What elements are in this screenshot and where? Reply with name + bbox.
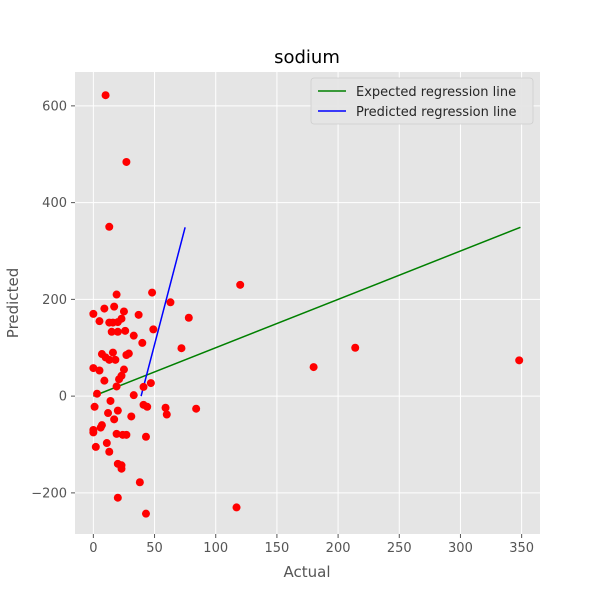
- data-point: [134, 310, 143, 319]
- x-tick-label: 200: [326, 541, 351, 556]
- data-point: [112, 382, 121, 391]
- data-point: [143, 402, 152, 411]
- data-point: [105, 222, 114, 231]
- data-point: [192, 404, 201, 413]
- legend-label-expected: Expected regression line: [356, 85, 516, 100]
- data-point: [100, 376, 109, 385]
- data-point: [177, 344, 186, 353]
- y-tick-label: 400: [42, 196, 67, 211]
- plot-area: [75, 72, 540, 534]
- data-point: [110, 415, 119, 424]
- data-point: [351, 343, 360, 352]
- chart-title: sodium: [274, 47, 340, 68]
- legend-box: [310, 77, 534, 125]
- data-point: [141, 509, 150, 518]
- data-point: [112, 429, 121, 438]
- data-point: [113, 406, 122, 415]
- data-point: [112, 290, 121, 299]
- data-point: [111, 355, 120, 364]
- x-tick-label: 0: [89, 541, 97, 556]
- data-point: [89, 309, 98, 318]
- predicted-regression-line: [140, 227, 186, 397]
- data-point: [90, 402, 99, 411]
- data-point: [135, 478, 144, 487]
- data-point: [106, 396, 115, 405]
- data-point: [105, 447, 114, 456]
- legend-label-predicted: Predicted regression line: [356, 105, 516, 120]
- legend: Expected regression line Predicted regre…: [310, 77, 534, 125]
- x-axis-ticks: 0 50 100 150 200 250 300 350: [89, 534, 534, 556]
- data-point: [108, 318, 117, 327]
- data-point: [115, 375, 124, 384]
- data-point: [141, 432, 150, 441]
- y-tick-label: −200: [31, 486, 67, 501]
- data-point: [108, 348, 117, 357]
- data-point: [129, 391, 138, 400]
- y-tick-label: 600: [42, 99, 67, 114]
- y-axis-label: Predicted: [4, 268, 22, 338]
- data-point: [110, 302, 119, 311]
- data-point: [161, 403, 170, 412]
- y-tick-label: 0: [59, 390, 67, 405]
- x-tick-label: 350: [509, 541, 534, 556]
- data-point: [101, 91, 110, 100]
- data-point: [119, 307, 128, 316]
- y-axis-ticks: −200 0 200 400 600: [31, 99, 75, 501]
- data-point: [113, 493, 122, 502]
- data-point: [139, 382, 148, 391]
- data-point: [148, 288, 157, 297]
- data-point: [232, 503, 241, 512]
- data-point: [127, 412, 136, 421]
- data-point: [89, 364, 98, 373]
- y-tick-label: 200: [42, 293, 67, 308]
- data-point: [100, 304, 109, 313]
- data-point: [236, 280, 245, 289]
- data-point: [129, 331, 138, 340]
- data-point: [91, 442, 100, 451]
- x-tick-label: 50: [146, 541, 163, 556]
- x-tick-label: 100: [203, 541, 228, 556]
- data-point: [146, 379, 155, 388]
- data-point: [96, 423, 105, 432]
- data-point: [122, 157, 131, 166]
- regression-lines: [93, 226, 521, 397]
- data-point: [184, 313, 193, 322]
- data-point: [95, 366, 104, 375]
- data-point: [93, 389, 102, 398]
- grid-lines: [75, 72, 540, 534]
- data-point: [104, 409, 113, 418]
- x-tick-label: 250: [387, 541, 412, 556]
- data-point: [119, 365, 128, 374]
- data-point: [107, 327, 116, 336]
- data-point: [166, 298, 175, 307]
- data-point: [309, 363, 318, 372]
- data-point: [102, 439, 111, 448]
- data-point: [515, 356, 524, 365]
- data-point: [124, 349, 133, 358]
- data-point: [89, 428, 98, 437]
- data-point: [117, 464, 126, 473]
- x-tick-label: 300: [448, 541, 473, 556]
- data-point: [113, 327, 122, 336]
- data-point: [105, 355, 114, 364]
- data-point: [149, 325, 158, 334]
- expected-regression-line: [93, 226, 521, 397]
- data-point: [121, 326, 130, 335]
- data-point: [162, 410, 171, 419]
- data-point: [95, 317, 104, 326]
- x-axis-label: Actual: [284, 563, 331, 581]
- data-point: [138, 338, 147, 347]
- data-points: [89, 91, 524, 518]
- data-point: [122, 430, 131, 439]
- x-tick-label: 150: [264, 541, 289, 556]
